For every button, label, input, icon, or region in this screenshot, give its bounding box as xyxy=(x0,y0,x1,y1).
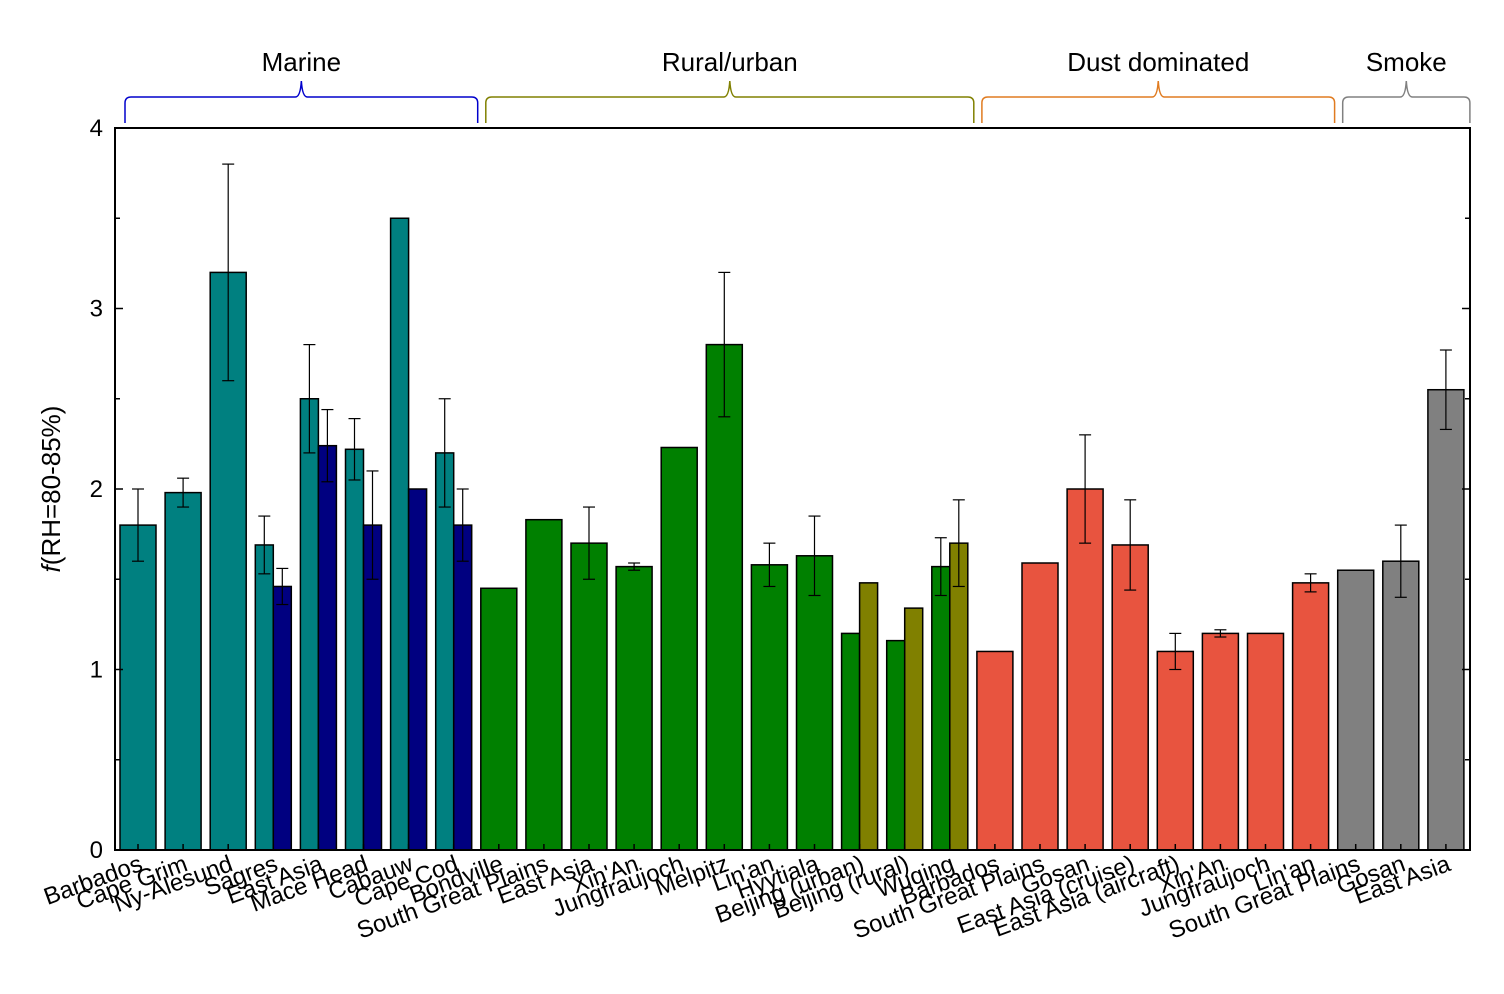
bar xyxy=(119,524,157,851)
group-brace xyxy=(981,80,1336,123)
y-axis: 0 1 2 3 4 xyxy=(90,115,1470,864)
y-axis-label-text: (RH=80-85%) xyxy=(36,406,66,566)
bar xyxy=(840,632,861,851)
error-bar xyxy=(1304,573,1317,593)
bar xyxy=(750,564,789,851)
error-bar xyxy=(438,398,451,508)
bar xyxy=(480,587,518,851)
bar xyxy=(164,491,202,851)
y-tick-label: 0 xyxy=(90,837,103,864)
bar xyxy=(1201,632,1240,851)
bar xyxy=(407,488,428,851)
bar xyxy=(1336,569,1375,851)
bar xyxy=(452,524,473,851)
bar xyxy=(434,452,455,851)
group-brace xyxy=(1341,80,1471,123)
bar xyxy=(1427,388,1465,851)
error-bar xyxy=(456,488,469,562)
error-bar xyxy=(303,344,316,454)
error-bar xyxy=(808,515,821,597)
y-tick-label: 4 xyxy=(90,115,103,142)
group-brace xyxy=(485,80,975,123)
group-braces xyxy=(124,80,1471,123)
y-tick-label: 3 xyxy=(90,296,103,323)
bar xyxy=(299,398,320,851)
bar xyxy=(254,544,275,851)
y-tick-label: 1 xyxy=(90,657,103,684)
error-bar xyxy=(934,537,947,597)
group-label: Smoke xyxy=(1366,47,1447,77)
bar xyxy=(660,446,698,851)
group-labels: Marine Rural/urban Dust dominated Smoke xyxy=(262,47,1447,77)
bar xyxy=(1291,582,1330,851)
bar xyxy=(1021,562,1059,851)
error-bar xyxy=(952,499,965,588)
error-bar xyxy=(1124,499,1137,591)
bar xyxy=(795,555,834,851)
error-bar xyxy=(321,408,334,483)
bar xyxy=(389,217,410,851)
bar xyxy=(317,444,338,851)
error-bar xyxy=(222,163,235,382)
error-bar xyxy=(1394,524,1407,598)
error-bar xyxy=(583,506,595,580)
bar xyxy=(931,565,951,851)
error-bar xyxy=(132,488,144,562)
bar xyxy=(525,518,563,851)
bar xyxy=(615,565,653,851)
error-bar xyxy=(1169,632,1182,671)
bar xyxy=(272,585,293,851)
error-bar xyxy=(177,477,190,508)
error-bar xyxy=(718,271,731,418)
group-brace xyxy=(124,80,479,123)
group-label: Rural/urban xyxy=(662,47,798,77)
error-bar xyxy=(1214,629,1227,638)
bar xyxy=(1111,544,1149,851)
error-bars xyxy=(132,163,1452,671)
error-bar xyxy=(366,470,379,580)
bar xyxy=(1156,650,1195,851)
error-bar xyxy=(258,515,271,575)
y-axis-label: f(RH=80-85%) xyxy=(36,406,66,573)
bar xyxy=(976,650,1014,851)
group-label: Dust dominated xyxy=(1067,47,1249,77)
error-bar xyxy=(348,418,361,481)
bar xyxy=(705,343,744,851)
error-bar xyxy=(628,562,641,571)
error-bar xyxy=(763,542,776,588)
error-bar xyxy=(276,567,289,606)
bar xyxy=(570,542,608,851)
error-bar xyxy=(1439,349,1452,431)
bar xyxy=(885,639,906,851)
bar xyxy=(1382,560,1420,851)
y-tick-label: 2 xyxy=(90,476,103,503)
bar xyxy=(903,607,924,851)
group-label: Marine xyxy=(262,47,341,77)
bar xyxy=(858,582,879,851)
bar xyxy=(344,448,365,851)
y-axis-label-italic: f xyxy=(36,562,66,572)
bar xyxy=(1246,632,1285,851)
error-bar xyxy=(1079,434,1092,544)
bar xyxy=(949,542,969,851)
bars xyxy=(119,217,1465,851)
